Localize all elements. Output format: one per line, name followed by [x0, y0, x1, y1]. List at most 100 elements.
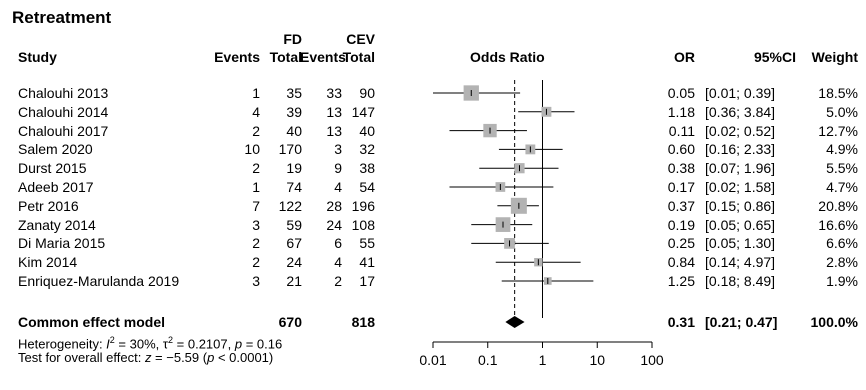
total-cev: 54 [359, 179, 375, 195]
or-value: 0.37 [667, 197, 695, 214]
weight-value: 5.5% [826, 160, 858, 177]
pooled-weight: 100.0% [810, 314, 858, 330]
events-cev: 3 [334, 141, 342, 158]
total-cev: 38 [359, 160, 375, 177]
events-cev: 13 [326, 103, 342, 120]
total-fd: 19 [286, 160, 302, 177]
events-cev: 13 [326, 122, 342, 139]
total-fd: 21 [286, 273, 302, 289]
x-tick-label: 0.1 [478, 352, 498, 368]
col-header-total-cev: Total [342, 49, 375, 65]
study-name: Chalouhi 2017 [18, 122, 109, 139]
total-cev: 32 [359, 141, 375, 158]
pooled-total-cev: 818 [351, 314, 375, 330]
study-name: Chalouhi 2014 [18, 103, 109, 120]
x-tick-label: 10 [589, 352, 605, 368]
events-cev: 33 [326, 85, 342, 101]
ci-value: [0.05; 1.30] [705, 235, 776, 252]
heterogeneity-prefix: Heterogeneity: [18, 336, 107, 352]
events-cev: 28 [326, 197, 342, 214]
events-cev: 4 [334, 254, 342, 271]
events-fd: 3 [252, 273, 260, 289]
events-fd: 2 [252, 122, 260, 139]
events-fd: 2 [252, 254, 260, 271]
x-tick-label: 1 [539, 352, 547, 368]
or-value: 0.17 [667, 179, 695, 195]
events-fd: 7 [252, 197, 260, 214]
i2-symbol: I [106, 336, 110, 352]
ci-value: [0.16; 2.33] [705, 141, 776, 158]
weight-value: 6.6% [826, 235, 858, 252]
or-value: 1.25 [667, 273, 695, 289]
overall-effect-text: Test for overall effect: z = −5.59 (p < … [18, 350, 273, 366]
col-header-events-fd: Events [214, 49, 260, 65]
events-cev: 24 [326, 216, 342, 233]
events-fd: 1 [252, 85, 260, 101]
or-value: 1.18 [667, 103, 695, 120]
total-cev: 17 [359, 273, 375, 289]
total-fd: 35 [286, 85, 302, 101]
weight-value: 4.9% [826, 141, 858, 158]
ci-value: [0.18; 8.49] [705, 273, 776, 289]
total-fd: 74 [286, 179, 302, 195]
col-header-odds-ratio: Odds Ratio [470, 49, 545, 65]
events-fd: 10 [244, 141, 260, 158]
ci-value: [0.14; 4.97] [705, 254, 776, 271]
or-value: 0.11 [668, 122, 695, 139]
weight-value: 5.0% [826, 103, 858, 120]
z-symbol: z [144, 350, 152, 365]
pooled-label: Common effect model [18, 314, 166, 330]
overall-prefix: Test for overall effect: [18, 350, 145, 365]
or-value: 0.25 [667, 235, 695, 252]
weight-value: 4.7% [826, 179, 858, 195]
tau-symbol: τ [162, 336, 169, 352]
events-fd: 3 [252, 216, 260, 233]
or-value: 0.38 [667, 160, 695, 177]
col-header-or: OR [674, 49, 695, 65]
total-fd: 122 [278, 197, 302, 214]
or-value: 0.84 [667, 254, 695, 271]
i2-value: = 30%, [114, 336, 163, 352]
events-fd: 2 [252, 160, 260, 177]
het-p-symbol: p [234, 336, 243, 352]
total-fd: 59 [286, 216, 302, 233]
or-value: 0.19 [667, 216, 695, 233]
total-cev: 90 [359, 85, 375, 101]
study-name: Di Maria 2015 [18, 235, 106, 252]
ci-value: [0.02; 0.52] [705, 122, 776, 139]
weight-value: 20.8% [818, 197, 858, 214]
events-fd: 2 [252, 235, 260, 252]
chart-title: Retreatment [12, 8, 112, 27]
pooled-ci: [0.21; 0.47] [705, 314, 778, 330]
events-fd: 4 [252, 103, 260, 120]
col-header-ci: 95%CI [753, 49, 796, 65]
total-fd: 67 [286, 235, 302, 252]
col-header-study: Study [18, 49, 57, 65]
study-name: Kim 2014 [18, 254, 78, 271]
events-cev: 2 [334, 273, 342, 289]
weight-value: 16.6% [818, 216, 858, 233]
heterogeneity-text: Heterogeneity: I2 = 30%, τ2 = 0.2107, p … [18, 332, 282, 352]
weight-value: 12.7% [818, 122, 858, 139]
total-fd: 39 [286, 103, 302, 120]
col-header-weight: Weight [811, 49, 858, 65]
events-cev: 9 [334, 160, 342, 177]
i2-sup: 2 [109, 335, 115, 345]
overall-p-value: < 0.0001) [214, 350, 274, 365]
ci-value: [0.05; 0.65] [705, 216, 776, 233]
weight-value: 18.5% [818, 85, 858, 101]
pooled-or: 0.31 [667, 314, 695, 330]
total-cev: 108 [351, 216, 375, 233]
study-name: Petr 2016 [18, 197, 79, 214]
overall-p-symbol: p [207, 350, 215, 365]
total-cev: 55 [359, 235, 375, 252]
total-cev: 41 [359, 254, 375, 271]
total-fd: 170 [278, 141, 302, 158]
pooled-diamond [505, 316, 525, 328]
z-value: = −5.59 ( [151, 350, 208, 365]
x-tick-label: 0.01 [419, 352, 446, 368]
total-cev: 196 [351, 197, 375, 214]
events-cev: 6 [334, 235, 342, 252]
study-name: Enriquez-Marulanda 2019 [18, 273, 180, 289]
ci-value: [0.01; 0.39] [705, 85, 776, 101]
